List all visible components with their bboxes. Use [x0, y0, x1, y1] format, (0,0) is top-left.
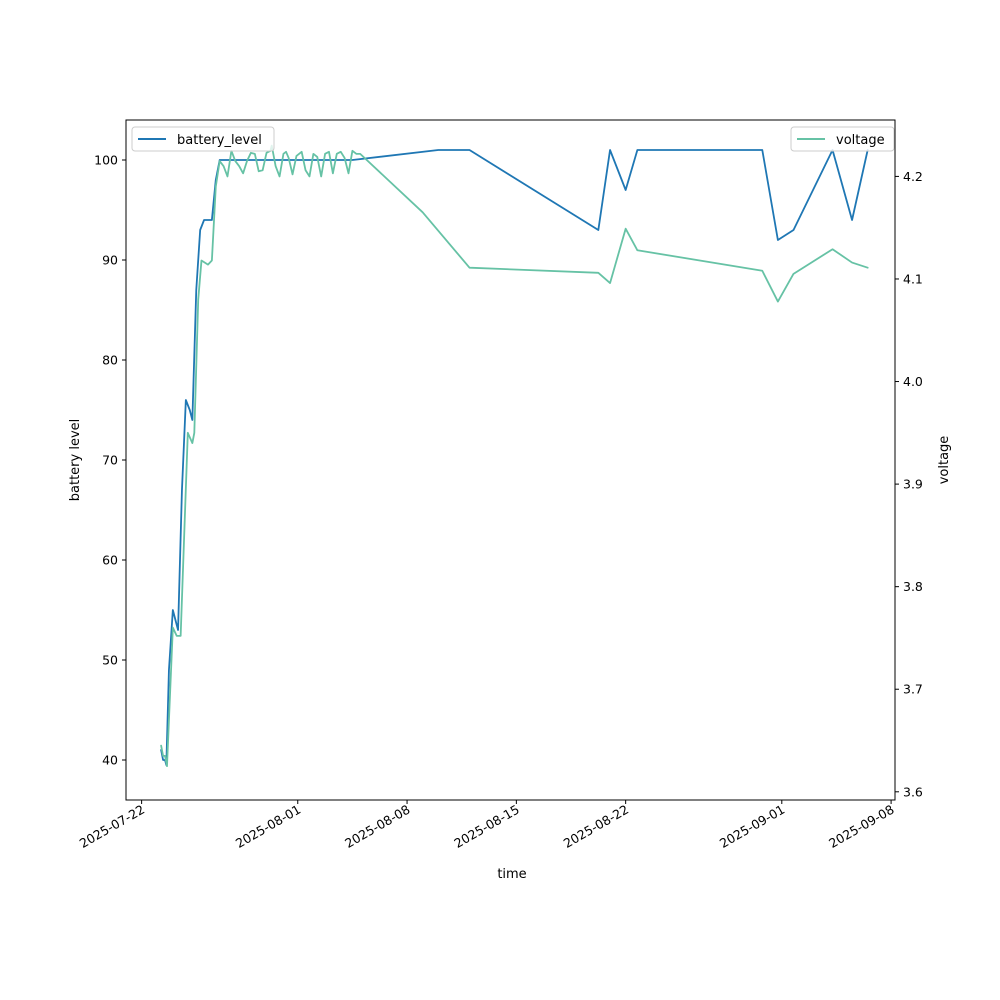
series-layer — [160, 144, 869, 768]
y-left-tick-label: 100 — [94, 153, 118, 168]
y-left-tick-label: 40 — [102, 753, 118, 768]
series-line-voltage — [160, 144, 869, 768]
y-right-axis-ticks: 3.6 3.7 3.8 3.9 4.0 4.1 4.2 — [895, 169, 923, 799]
legend-right-label: voltage — [836, 133, 885, 148]
y-right-axis-label: voltage — [937, 436, 952, 485]
y-right-tick-label: 3.9 — [903, 477, 923, 492]
y-left-tick-label: 60 — [102, 553, 118, 568]
y-right-tick-label: 3.8 — [903, 579, 923, 594]
legend-left-label: battery_level — [177, 133, 262, 148]
legend-left-box — [131, 126, 275, 152]
y-left-axis-ticks: 40 50 60 70 80 90 100 — [94, 153, 126, 768]
series-line-battery-level — [160, 149, 869, 766]
y-left-tick-label: 90 — [102, 253, 118, 268]
y-right-tick-label: 3.6 — [903, 784, 923, 799]
y-left-axis-label: battery level — [68, 419, 83, 502]
legend-left: battery_level — [131, 126, 275, 152]
y-left-tick-label: 50 — [102, 653, 118, 668]
y-left-tick-label: 80 — [102, 353, 118, 368]
y-right-tick-label: 3.7 — [903, 682, 923, 697]
y-right-tick-label: 4.1 — [903, 271, 923, 286]
y-left-tick-label: 70 — [102, 453, 118, 468]
y-right-tick-label: 4.2 — [903, 169, 923, 184]
legend-right-box — [790, 126, 895, 152]
x-axis-label: time — [497, 867, 526, 882]
legend-right: voltage — [790, 126, 895, 152]
y-right-tick-label: 4.0 — [903, 374, 923, 389]
